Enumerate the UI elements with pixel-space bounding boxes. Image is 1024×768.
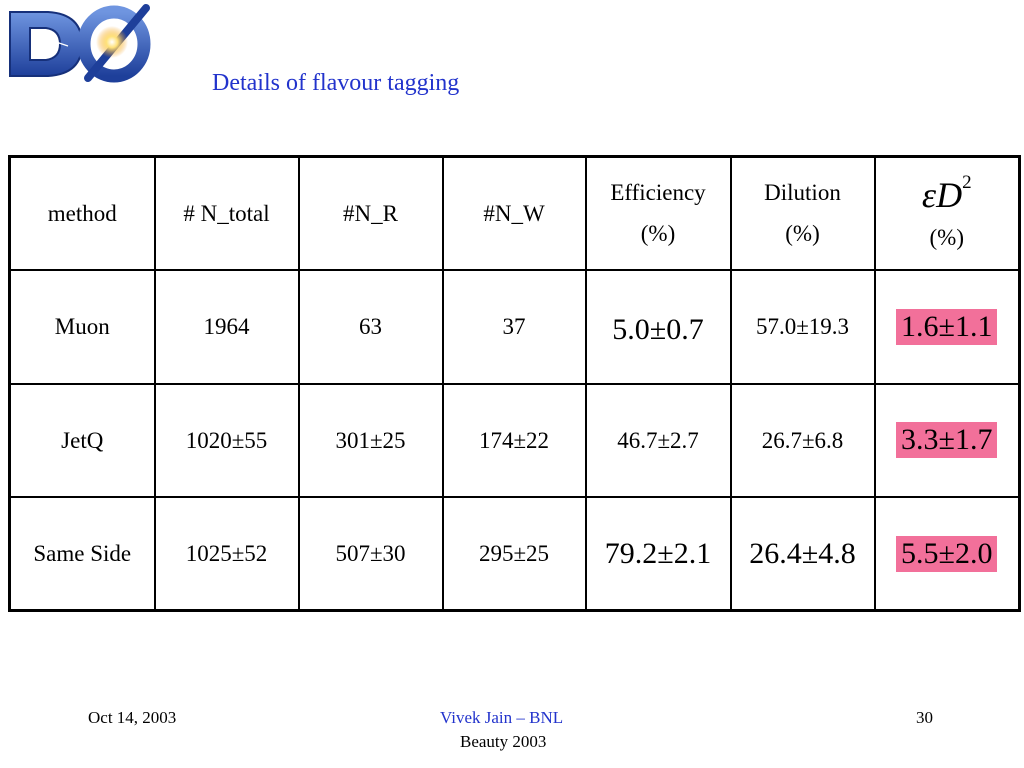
eps-d2-highlight: 1.6±1.1 [896,308,998,345]
header-dilution: Dilution (%) [729,155,876,271]
cell-efficiency: 5.0±0.7 [584,269,732,385]
header-efficiency-label: Efficiency [610,180,706,206]
cell-n-w: 174±22 [441,382,587,498]
flavour-tagging-table: method # N_total #N_R #N_W Efficiency (%… [8,155,1021,612]
cell-eps-d2: 1.6±1.1 [873,269,1021,385]
cell-n-total: 1020±55 [153,382,300,498]
eps-d2-highlight: 5.5±2.0 [896,535,998,572]
table-row: Same Side 1025±52 507±30 295±25 79.2±2.1… [8,496,1021,612]
footer-page-number: 30 [916,708,933,727]
header-n-r: #N_R [297,155,444,271]
footer-conference: Beauty 2003 [460,732,547,751]
eps-d2-highlight: 3.3±1.7 [896,422,998,459]
header-efficiency: Efficiency (%) [584,155,732,271]
eps-d-text: εD [921,174,963,215]
cell-dilution: 57.0±19.3 [729,269,876,385]
cell-method: Muon [8,269,156,385]
cell-n-total: 1025±52 [153,496,300,612]
header-method: method [8,155,156,271]
cell-method: JetQ [8,382,156,498]
cell-efficiency: 79.2±2.1 [584,496,732,612]
cell-dilution: 26.4±4.8 [729,496,876,612]
cell-n-r: 507±30 [297,496,444,612]
cell-efficiency: 46.7±2.7 [584,382,732,498]
header-row: method # N_total #N_R #N_W Efficiency (%… [8,155,1021,271]
cell-n-total: 1964 [153,269,300,385]
d0-logo [4,2,154,84]
header-n-total: # N_total [153,155,300,271]
header-n-w: #N_W [441,155,587,271]
header-efficiency-unit: (%) [640,220,676,246]
cell-eps-d2: 5.5±2.0 [873,496,1021,612]
footer-author: Vivek Jain – BNL [440,708,564,727]
cell-method: Same Side [8,496,156,612]
cell-eps-d2: 3.3±1.7 [873,382,1021,498]
cell-n-r: 63 [297,269,444,385]
cell-n-r: 301±25 [297,382,444,498]
header-dilution-label: Dilution [764,180,841,206]
header-eps-d2-unit: (%) [929,224,964,250]
footer-date: Oct 14, 2003 [88,708,177,727]
eps-d-exponent: 2 [962,171,972,193]
cell-dilution: 26.7±6.8 [729,382,876,498]
table-row: JetQ 1020±55 301±25 174±22 46.7±2.7 26.7… [8,382,1021,498]
eps-d2-symbol: εD2 [876,173,1019,215]
cell-n-w: 37 [441,269,587,385]
table-row: Muon 1964 63 37 5.0±0.7 57.0±19.3 1.6±1.… [8,269,1021,385]
cell-n-w: 295±25 [441,496,587,612]
header-dilution-unit: (%) [785,220,820,246]
header-eps-d2: εD2 (%) [873,155,1021,271]
slide-title: Details of flavour tagging [212,70,460,96]
